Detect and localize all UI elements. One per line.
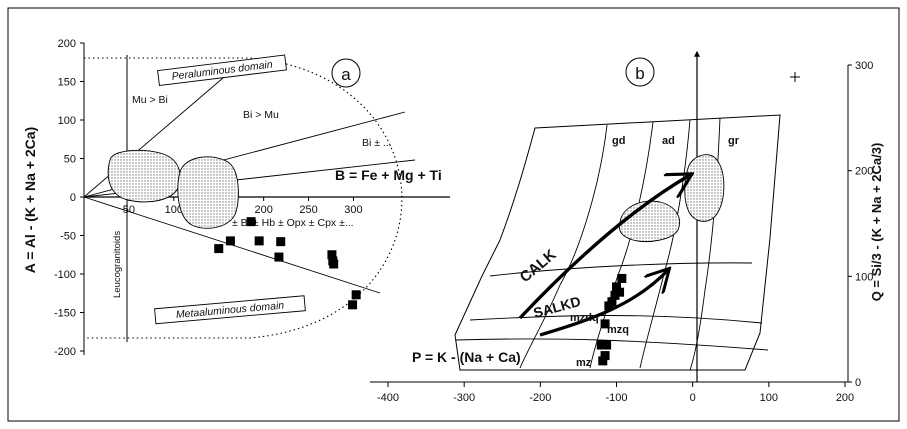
a-y-label: A = Al - (K + Na + 2Ca) bbox=[22, 127, 38, 273]
a-y-tick-label: 150 bbox=[58, 77, 76, 89]
b-data-point bbox=[610, 290, 620, 300]
mu-bi-label: Mu > Bi bbox=[132, 94, 168, 106]
calk-arrow bbox=[518, 175, 690, 320]
a-x-tick-label: 250 bbox=[299, 204, 317, 216]
b-x-tick-label: -200 bbox=[529, 392, 551, 404]
a-x-tick-label: 100 bbox=[165, 204, 183, 216]
b-data-point bbox=[602, 340, 612, 350]
a-data-point bbox=[246, 217, 256, 227]
a-points bbox=[214, 217, 361, 310]
a-data-point bbox=[329, 259, 339, 269]
peraluminous-box: Peraluminous domain bbox=[157, 54, 287, 86]
b-data-point bbox=[607, 297, 617, 307]
gr-label: gr bbox=[728, 135, 740, 147]
b-panel-circle bbox=[625, 57, 655, 87]
panel-a: 200 150 100 50 0 -50 -100 -150 -200 50 100 150 200 2… bbox=[22, 38, 450, 358]
a-y-ticks: 200 150 100 50 0 -50 -100 -150 -200 bbox=[54, 38, 84, 358]
a-field-2 bbox=[177, 156, 239, 229]
b-x-tick-label: -300 bbox=[453, 392, 475, 404]
b-data-point bbox=[612, 282, 621, 292]
b-grid-line-1 bbox=[519, 124, 608, 369]
a-data-point bbox=[214, 244, 224, 254]
b-points bbox=[596, 273, 627, 366]
metaaluminous-box: Metaaluminous domain bbox=[154, 295, 306, 325]
b-y-tick-label: 300 bbox=[855, 60, 873, 72]
mzdq-label: mzdq bbox=[570, 312, 599, 324]
leuco-label: Leucogranitoids bbox=[112, 231, 123, 298]
a-y-tick-label: 50 bbox=[64, 154, 76, 166]
b-data-point bbox=[617, 273, 627, 283]
bi-mu-label: Bi > Mu bbox=[243, 109, 279, 121]
b-y-tick-label: 100 bbox=[855, 271, 873, 283]
a-data-point bbox=[225, 236, 235, 246]
b-x-tick-label: 200 bbox=[836, 392, 854, 404]
a-x-tick-label: 200 bbox=[254, 204, 272, 216]
b-x-label: P = K - (Na + Ca) bbox=[412, 349, 521, 365]
a-y-tick-label: -150 bbox=[54, 308, 76, 320]
a-y-tick-label: -50 bbox=[60, 231, 76, 243]
ad-label: ad bbox=[662, 135, 675, 147]
mz-label: mz bbox=[576, 357, 592, 369]
b-data-point bbox=[596, 340, 606, 350]
b-field-1 bbox=[618, 200, 680, 242]
a-x-label: B = Fe + Mg + Ti bbox=[335, 167, 442, 183]
b-x-tick-label: -100 bbox=[605, 392, 627, 404]
b-field-2 bbox=[684, 154, 725, 222]
b-data-point bbox=[600, 351, 610, 361]
a-y-tick-label: -200 bbox=[54, 346, 76, 358]
b-data-point bbox=[615, 287, 625, 297]
b-grid-hline-1 bbox=[489, 262, 753, 277]
b-panel-label: b bbox=[635, 64, 644, 83]
b-y-label: Q = Si/3 - (K + Na + 2Ca/3) bbox=[869, 143, 884, 302]
b-y-tick-label: 200 bbox=[855, 166, 873, 178]
a-data-point bbox=[254, 236, 264, 246]
figure-frame bbox=[7, 7, 900, 422]
mzq-label: mzq bbox=[607, 324, 629, 336]
calk-label: CALK bbox=[517, 246, 560, 286]
bi-pm-label: Bi ± ... bbox=[362, 137, 392, 149]
a-panel-label: a bbox=[341, 65, 351, 84]
b-grid-boundary bbox=[454, 114, 781, 371]
a-data-point bbox=[351, 290, 361, 300]
a-field-1 bbox=[107, 149, 181, 203]
b-grid-hline-2 bbox=[469, 315, 763, 324]
a-data-point bbox=[348, 300, 358, 310]
b-y-tick-label: 0 bbox=[855, 377, 861, 389]
b-data-point bbox=[600, 319, 610, 329]
a-data-point bbox=[274, 252, 284, 262]
gd-label: gd bbox=[612, 135, 625, 147]
a-data-point bbox=[327, 250, 337, 260]
a-data-point bbox=[276, 237, 286, 247]
b-x-ticks: -400 -300 -200 -100 0 100 200 bbox=[377, 382, 854, 404]
b-y-ticks: 0 100 200 300 bbox=[848, 60, 873, 389]
a-y-tick-label: 200 bbox=[58, 38, 76, 50]
a-y-tick-label: -100 bbox=[54, 269, 76, 281]
b-x-tick-label: 0 bbox=[690, 392, 696, 404]
b-x-tick-label: 100 bbox=[760, 392, 778, 404]
b-grid-hline-3 bbox=[455, 338, 769, 351]
b-data-point bbox=[598, 356, 608, 366]
a-panel-circle bbox=[331, 58, 361, 88]
mafic-label: ± Bi ± Hb ± Opx ± Cpx ±... bbox=[232, 217, 354, 229]
b-x-tick-label: -400 bbox=[377, 392, 399, 404]
b-grid-line-3 bbox=[639, 119, 691, 369]
a-y-tick-label: 0 bbox=[70, 192, 76, 204]
a-y-tick-label: 100 bbox=[58, 115, 76, 127]
a-x-tick-label: 300 bbox=[344, 204, 362, 216]
